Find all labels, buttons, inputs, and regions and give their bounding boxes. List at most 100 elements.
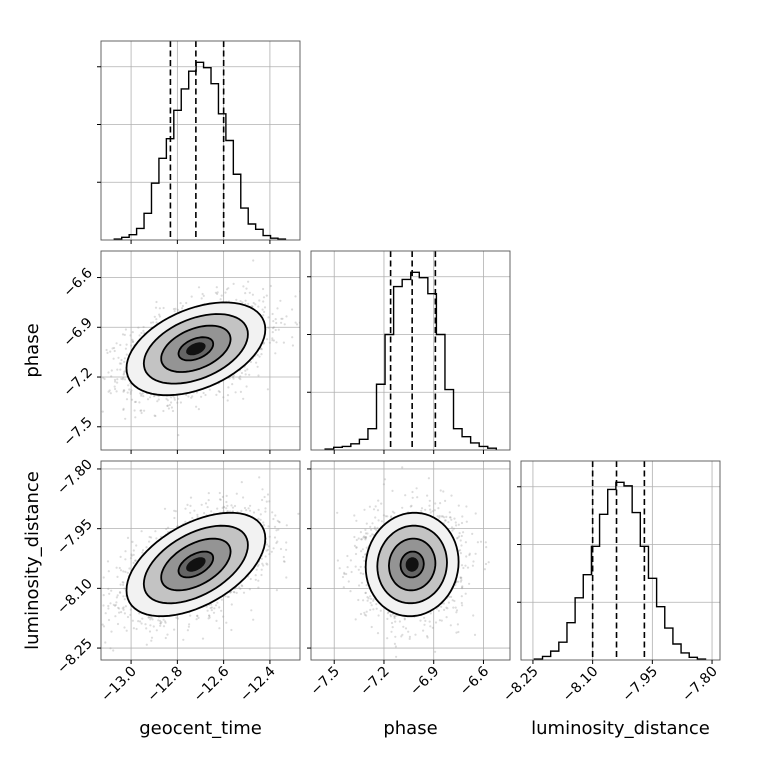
scatter-point [123, 587, 126, 590]
scatter-point [122, 376, 125, 379]
scatter-point [450, 494, 453, 497]
scatter-point [257, 517, 260, 521]
scatter-point [448, 595, 451, 599]
scatter-point [114, 380, 117, 383]
contour-line [160, 324, 232, 373]
scatter-point [119, 583, 122, 586]
scatter-point [258, 355, 261, 358]
scatter-point [122, 389, 125, 392]
scatter-point [148, 540, 151, 543]
scatter-point [129, 613, 132, 617]
scatter-point [126, 536, 130, 540]
scatter-point [219, 498, 222, 501]
scatter-point [231, 375, 234, 379]
scatter-point [256, 365, 259, 368]
scatter-point [262, 521, 265, 524]
scatter-point [119, 343, 122, 347]
scatter-point [460, 544, 463, 547]
scatter-point [131, 331, 134, 334]
scatter-point [393, 615, 396, 618]
scatter-point [141, 551, 144, 554]
scatter-point [118, 566, 121, 570]
scatter-point [244, 299, 247, 302]
scatter-point [349, 559, 352, 562]
scatter-point [235, 298, 238, 301]
scatter-point [139, 620, 142, 623]
scatter-point [210, 606, 213, 609]
scatter-point [106, 560, 110, 563]
scatter-point [291, 344, 294, 347]
scatter-point [166, 633, 169, 636]
scatter-point [131, 338, 134, 341]
panel-frame [100, 250, 301, 451]
scatter-point [260, 557, 263, 560]
scatter-point [122, 606, 125, 609]
scatter-point [231, 506, 235, 509]
scatter-point [113, 349, 116, 353]
scatter-point [457, 523, 460, 526]
scatter-point [130, 344, 133, 347]
scatter-point [121, 333, 125, 336]
scatter-point [272, 339, 275, 342]
scatter-point [122, 407, 125, 410]
scatter-point [266, 388, 269, 391]
scatter-point [122, 570, 125, 573]
scatter-point [255, 361, 258, 364]
scatter-point [118, 607, 121, 610]
scatter-point [113, 378, 117, 381]
scatter-point [234, 391, 237, 394]
scatter-point [301, 516, 303, 518]
scatter-point [113, 385, 116, 388]
scatter-point [270, 550, 273, 553]
scatter-point [124, 347, 127, 350]
scatter-point [168, 403, 171, 407]
scatter-point [134, 416, 137, 419]
scatter-point [140, 331, 143, 335]
scatter-point [224, 595, 227, 598]
scatter-point [274, 328, 277, 332]
histogram-geocent_time [113, 61, 287, 240]
scatter-point [165, 527, 168, 531]
scatter-point [125, 398, 129, 401]
scatter-point [101, 410, 104, 413]
scatter-point [231, 383, 234, 386]
scatter-point [167, 407, 170, 410]
scatter-point [386, 612, 389, 615]
scatter-point [280, 317, 283, 320]
scatter-point [107, 371, 110, 374]
scatter-point [164, 620, 167, 623]
scatter-point [262, 296, 266, 299]
scatter-point [273, 536, 277, 539]
scatter-point [262, 287, 265, 291]
scatter-point [135, 544, 138, 547]
scatter-point [228, 377, 231, 380]
scatter-point [118, 362, 121, 365]
scatter-point [431, 626, 434, 629]
scatter-point [244, 292, 247, 295]
scatter-point [225, 507, 228, 510]
scatter-point [264, 507, 267, 510]
scatter-point [214, 291, 217, 294]
scatter-point [200, 297, 203, 300]
scatter-point [137, 326, 140, 329]
scatter-point [132, 553, 135, 557]
scatter-point [190, 295, 193, 298]
scatter-point [115, 601, 118, 604]
scatter-point [148, 630, 152, 633]
scatter-point [126, 615, 130, 619]
scatter-point [454, 606, 457, 609]
scatter-point [123, 612, 126, 615]
scatter-point [225, 621, 228, 624]
scatter-point [208, 616, 211, 619]
scatter-point [139, 409, 142, 412]
scatter-point [123, 360, 126, 363]
scatter-point [111, 347, 114, 350]
scatter-point [124, 417, 127, 420]
scatter-point [261, 498, 264, 502]
scatter-point [142, 329, 145, 332]
scatter-point [132, 340, 135, 343]
scatter-point [131, 619, 134, 622]
scatter-point [129, 608, 132, 611]
scatter-point [129, 392, 132, 395]
scatter-point [120, 377, 123, 380]
